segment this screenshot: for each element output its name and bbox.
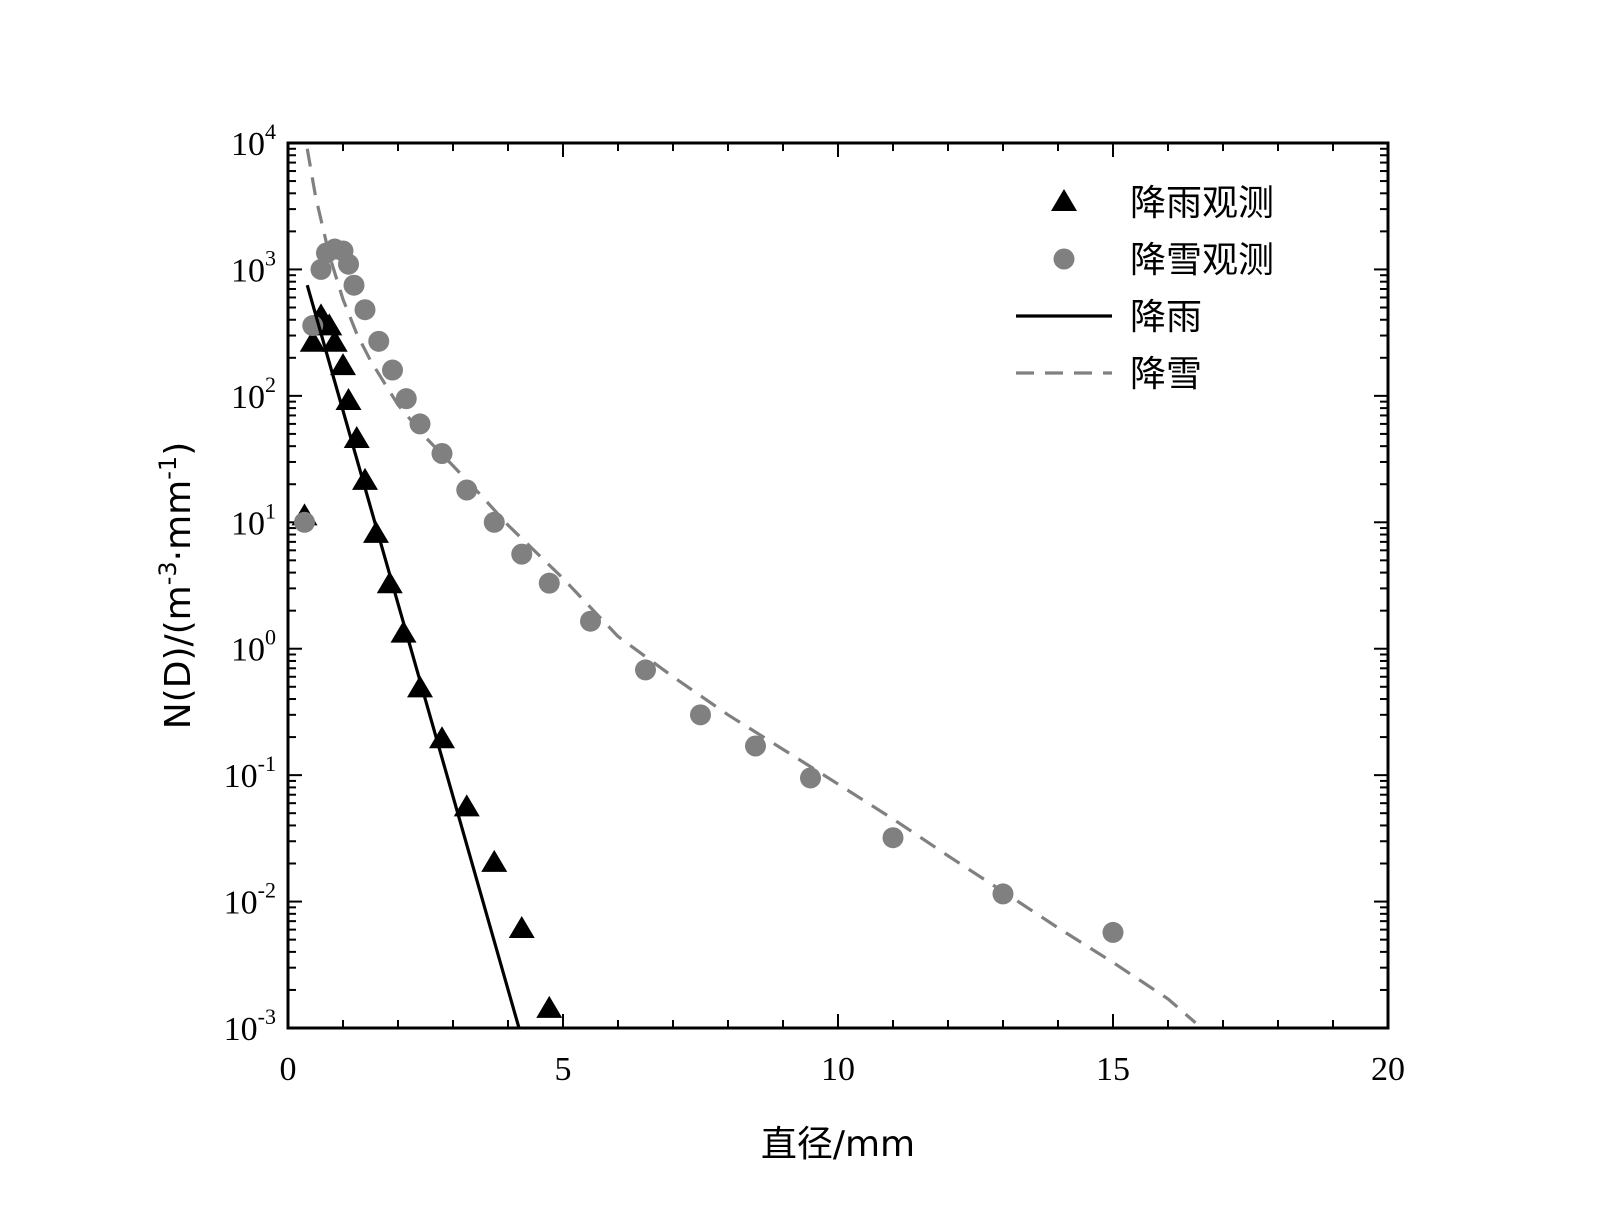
rain-fit-line bbox=[305, 284, 521, 1028]
rain-point bbox=[343, 426, 370, 449]
rain-point bbox=[321, 329, 348, 352]
y-tick-label: 101 bbox=[231, 498, 276, 542]
legend-item: 降雪观测 bbox=[1053, 240, 1274, 281]
x-axis-label: 直径/mm bbox=[761, 1124, 915, 1165]
x-tick-label: 5 bbox=[555, 1051, 572, 1088]
snow-point bbox=[511, 543, 533, 565]
y-tick-label: 102 bbox=[231, 372, 276, 416]
y-tick-label: 103 bbox=[231, 245, 276, 289]
rain-point bbox=[352, 467, 378, 490]
x-tick-label: 20 bbox=[1371, 1051, 1405, 1088]
snow-point bbox=[294, 511, 315, 533]
snow-point bbox=[409, 413, 431, 435]
snow-point bbox=[310, 258, 332, 280]
snow-point bbox=[635, 659, 656, 681]
rain-point bbox=[330, 353, 356, 376]
series-3 bbox=[305, 148, 1197, 1024]
labels-layer: 0 5 10 15 20 10-3 10-2 10-1 100 101 102 103 104 直径/mm… bbox=[154, 119, 1405, 1165]
rain-point bbox=[429, 726, 455, 749]
x-tick-label: 15 bbox=[1096, 1051, 1130, 1088]
snow-point bbox=[338, 253, 359, 275]
snow-point bbox=[800, 767, 821, 789]
snow-point bbox=[354, 299, 376, 321]
x-tick-label: 10 bbox=[821, 1051, 855, 1088]
y-tick-label: 10-1 bbox=[224, 751, 276, 795]
legend-item: 降雪 bbox=[1016, 354, 1202, 395]
series-2 bbox=[305, 284, 521, 1028]
rain-point bbox=[536, 995, 563, 1018]
legend-triangle-swatch bbox=[1051, 189, 1077, 211]
legend-label: 降雪观测 bbox=[1130, 240, 1274, 281]
legend-item: 降雨 bbox=[1016, 297, 1202, 338]
y-tick-label: 10-2 bbox=[224, 878, 276, 922]
legend-circle-swatch bbox=[1053, 248, 1075, 270]
y-axis-label: N(D)/(m-3·mm-1) bbox=[154, 442, 199, 730]
snow-point bbox=[343, 274, 365, 296]
y-tick-label: 100 bbox=[231, 625, 276, 669]
legend-item: 降雨观测 bbox=[1051, 183, 1274, 224]
snow-point bbox=[882, 827, 904, 849]
rain-point bbox=[376, 571, 403, 594]
snow-point bbox=[368, 330, 390, 352]
snow-point bbox=[1102, 921, 1124, 943]
snow-fit-line bbox=[305, 148, 1197, 1024]
legend-label: 降雪 bbox=[1130, 354, 1202, 395]
y-tick-label: 10-3 bbox=[224, 1004, 276, 1048]
rain-point bbox=[316, 313, 343, 336]
series-layer bbox=[291, 148, 1197, 1028]
plot-frame bbox=[286, 141, 1390, 1030]
rain-point bbox=[299, 329, 326, 352]
legend-label: 降雨观测 bbox=[1130, 183, 1274, 224]
rain-point bbox=[508, 915, 535, 938]
y-tick-label: 104 bbox=[231, 119, 276, 163]
rain-point bbox=[453, 794, 480, 817]
rain-point bbox=[390, 620, 417, 643]
rain-point bbox=[481, 849, 508, 872]
snow-point bbox=[538, 572, 560, 594]
snow-point bbox=[580, 610, 601, 632]
snow-point bbox=[395, 388, 417, 410]
snow-point bbox=[690, 704, 711, 726]
legend-label: 降雨 bbox=[1130, 297, 1202, 338]
x-tick-label: 0 bbox=[280, 1051, 297, 1088]
snow-point bbox=[483, 511, 505, 533]
snow-point bbox=[745, 735, 766, 757]
snow-point bbox=[382, 359, 403, 381]
